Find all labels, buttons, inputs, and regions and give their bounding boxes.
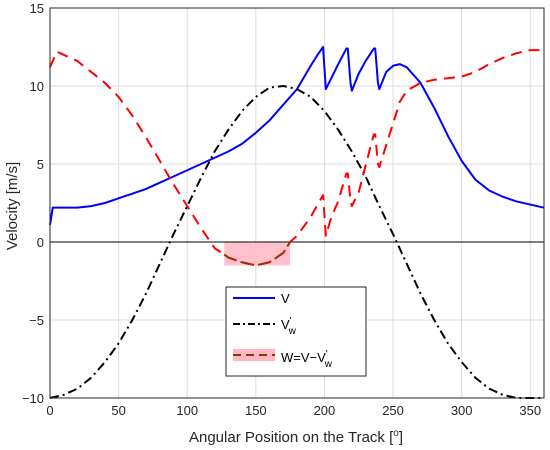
legend-box: [225, 286, 367, 377]
y-tick-label: −10: [22, 391, 44, 406]
y-tick-label: 0: [37, 235, 44, 250]
series-vw-line: [49, 85, 544, 399]
x-tick-label: 200: [314, 403, 336, 418]
x-tick-label: 0: [46, 403, 53, 418]
plot-frame: [49, 7, 545, 399]
series-layer: [49, 46, 545, 399]
x-tick-label: 250: [382, 403, 404, 418]
legend-label-v: V: [281, 291, 290, 306]
y-axis-title: Velocity [m/s]: [4, 162, 21, 250]
y-tick-label: 10: [30, 79, 44, 94]
x-axis-title: Angular Position on the Track [o]: [189, 428, 403, 446]
series-w-line: [49, 49, 544, 267]
y-tick-label: 5: [37, 157, 44, 172]
x-tick-label: 300: [451, 403, 473, 418]
y-tick-label: −5: [29, 313, 44, 328]
series-w-negative-segment: [223, 241, 291, 267]
legend-label-w: W=V−V'w​: [281, 349, 333, 370]
negative-w-shaded-region: [224, 242, 291, 266]
x-tick-label: 150: [245, 403, 267, 418]
legend-label-vw: V'w​: [281, 316, 297, 337]
legend: V V'w​ W=V−V'w​: [225, 286, 367, 377]
x-tick-label: 100: [176, 403, 198, 418]
x-tick-label: 350: [519, 403, 541, 418]
tick-labels: 0 50 100 150 200 250 300 350 −10 −5 0 5 10 15: [22, 1, 541, 418]
series-v-line: [49, 46, 545, 225]
y-tick-label: 15: [30, 1, 44, 16]
x-tick-label: 50: [111, 403, 125, 418]
